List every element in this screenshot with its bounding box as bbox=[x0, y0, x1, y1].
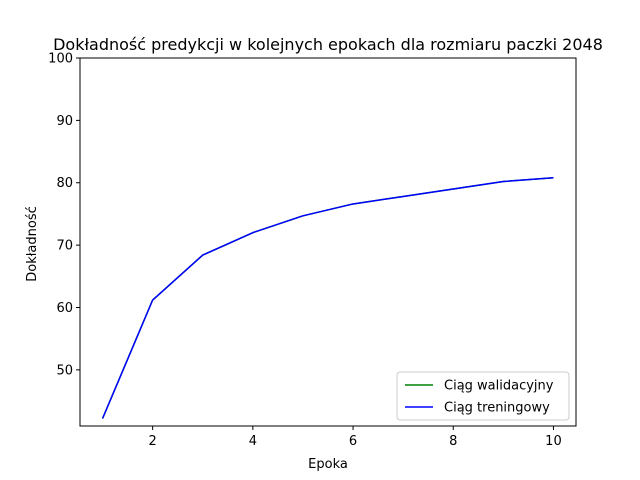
y-tick-label: 80 bbox=[56, 176, 73, 191]
chart-title: Dokładność predykcji w kolejnych epokach… bbox=[53, 35, 603, 54]
axes: 2 4 6 8 10 50 60 70 80 90 100 bbox=[48, 52, 577, 449]
x-tick-label: 10 bbox=[545, 434, 562, 449]
legend-label-2: Ciąg treningowy bbox=[444, 401, 550, 416]
series-line-2 bbox=[101, 177, 554, 419]
legend: Ciąg walidacyjny Ciąg treningowy bbox=[396, 371, 570, 421]
x-axis-label: Epoka bbox=[308, 457, 348, 472]
y-tick-label: 90 bbox=[56, 114, 73, 129]
y-axis-label: Dokładność bbox=[25, 206, 40, 282]
legend-box bbox=[396, 371, 570, 421]
x-tick-label: 4 bbox=[249, 434, 257, 449]
plot-area bbox=[101, 177, 554, 419]
x-tick-label: 6 bbox=[349, 434, 357, 449]
x-tick-label: 2 bbox=[149, 434, 157, 449]
y-tick-label: 50 bbox=[56, 363, 73, 378]
axes-frame bbox=[79, 57, 577, 427]
y-tick-label: 70 bbox=[56, 239, 73, 254]
y-tick-label: 100 bbox=[48, 52, 73, 67]
legend-label-1: Ciąg walidacyjny bbox=[444, 379, 554, 394]
x-tick-label: 8 bbox=[449, 434, 457, 449]
y-tick-label: 60 bbox=[56, 301, 73, 316]
